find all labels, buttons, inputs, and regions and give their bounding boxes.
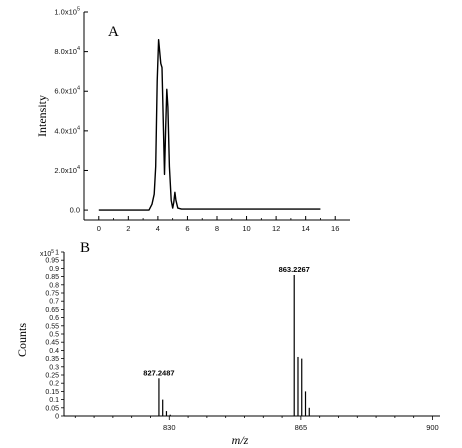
x-tick-label: 14 — [301, 224, 309, 232]
y-tick-label: 0.1 — [49, 397, 59, 404]
x-tick-label: 830 — [163, 423, 176, 432]
y-tick-label: 8.0x104 — [54, 46, 80, 56]
y-tick-label: 0.6 — [49, 315, 59, 322]
y-tick-label: 0.4 — [49, 348, 59, 355]
peak-label: 863.2267 — [279, 265, 310, 274]
y-tick-label: 0.75 — [45, 291, 59, 298]
y-tick-label: 0.25 — [45, 373, 59, 380]
x-tick-label: 900 — [426, 423, 439, 432]
y-tick-label: 0.7 — [49, 299, 59, 306]
y-tick-label: 1 — [55, 250, 59, 257]
y-tick-label: 1.0x105 — [54, 7, 80, 17]
y-tick-label: 0.5 — [49, 332, 59, 339]
y-tick-label: 0 — [55, 414, 59, 421]
y-tick-label: 4.0x104 — [54, 125, 80, 135]
y-tick-label: 6.0x104 — [54, 86, 80, 96]
peak-label: 827.2487 — [143, 368, 174, 377]
y-tick-label: 0.45 — [45, 340, 59, 347]
x-tick-label: 4 — [156, 224, 160, 232]
y-tick-label: 0.3 — [49, 364, 59, 371]
chart-a: 0.0 2.0x104 4.0x104 6.0x104 8.0x104 1.0x105 0 2… — [35, 7, 350, 232]
y-tick-label: 0.85 — [45, 274, 59, 281]
y-tick-label: 0.8 — [49, 282, 59, 289]
y-multiplier-label: x105 — [40, 249, 54, 258]
y-tick-label: 0.05 — [45, 405, 59, 412]
panel-label-b: B — [80, 240, 90, 256]
chart-b: x10500.050.10.150.20.250.30.350.40.450.5… — [15, 240, 440, 447]
y-tick-label: 0.2 — [49, 381, 59, 388]
x-axis-label: m/z — [232, 433, 249, 447]
x-tick-label: 8 — [215, 224, 219, 232]
y-tick-label: 0.55 — [45, 323, 59, 330]
x-tick-label: 12 — [272, 224, 280, 232]
y-tick-label: 0.15 — [45, 389, 59, 396]
x-tick-label: 10 — [242, 224, 250, 232]
y-tick-label: 0.35 — [45, 356, 59, 363]
panel-label-a: A — [108, 24, 119, 40]
x-tick-label: 6 — [185, 224, 189, 232]
x-tick-label: 16 — [331, 224, 339, 232]
y-tick-label: 0.95 — [45, 258, 59, 265]
x-tick-label: 0 — [97, 224, 101, 232]
y-tick-label: 0.9 — [49, 266, 59, 273]
chromatogram-trace — [98, 39, 321, 211]
y-tick-label: 0.65 — [45, 307, 59, 314]
y-tick-label: 2.0x104 — [54, 165, 80, 175]
x-tick-label: 865 — [295, 423, 308, 432]
x-tick-label: 2 — [126, 224, 130, 232]
y-axis-label: Intensity — [35, 95, 49, 137]
y-axis-label: Counts — [15, 323, 29, 357]
y-tick-label: 0.0 — [70, 206, 80, 215]
